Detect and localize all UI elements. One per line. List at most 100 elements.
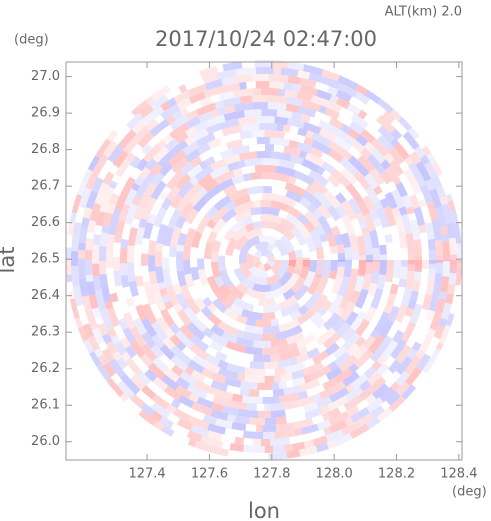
radar-cell <box>394 214 406 233</box>
radar-cell <box>198 160 209 170</box>
radar-cell <box>187 182 203 198</box>
radar-cell <box>207 303 217 313</box>
radar-cell <box>299 150 308 159</box>
radar-cell <box>409 219 420 233</box>
radar-cell <box>413 268 422 282</box>
radar-cell <box>159 162 173 177</box>
radar-cell <box>374 323 384 333</box>
radar-cell <box>206 231 218 244</box>
radar-cell <box>270 318 280 327</box>
radar-cell <box>379 386 396 403</box>
radar-cell <box>326 232 337 248</box>
radar-cell <box>202 73 218 84</box>
radar-cell <box>332 345 348 359</box>
radar-cell <box>221 76 235 86</box>
radar-cell <box>222 297 234 309</box>
radar-cell <box>449 254 458 274</box>
radar-cell <box>152 356 168 373</box>
radar-cell <box>269 280 283 292</box>
radar-cell <box>377 134 394 152</box>
radar-cell <box>145 196 157 210</box>
radar-cell <box>385 266 394 283</box>
radar-cell <box>429 310 443 331</box>
radar-cell <box>355 211 365 222</box>
radar-cell <box>322 337 336 349</box>
radar-cell <box>232 226 248 242</box>
radar-cell <box>310 95 331 108</box>
radar-cell <box>405 270 415 289</box>
radar-cell <box>245 288 266 300</box>
radar-cell <box>200 306 214 319</box>
radar-cell <box>254 261 262 269</box>
radar-cell <box>340 301 356 322</box>
radar-cell <box>295 333 316 349</box>
radar-cell <box>401 384 418 401</box>
radar-cell <box>113 270 123 287</box>
radar-cell <box>155 266 165 284</box>
radar-cell <box>136 158 149 172</box>
radar-cell <box>99 309 114 331</box>
radar-cell <box>120 373 133 387</box>
radar-cell <box>431 175 443 189</box>
radar-cell <box>390 339 407 360</box>
radar-cell <box>261 333 277 342</box>
radar-cell <box>316 396 333 409</box>
radar-cell <box>94 348 104 358</box>
radar-cell <box>102 348 115 363</box>
radar-cell <box>258 235 278 245</box>
radar-cell <box>407 260 416 272</box>
radar-cell <box>165 403 177 415</box>
radar-cell <box>319 233 329 243</box>
radar-cell <box>141 385 157 400</box>
radar-cell <box>412 230 421 241</box>
radar-cell <box>298 77 317 89</box>
radar-cell <box>365 260 374 275</box>
radar-cell <box>165 170 184 190</box>
radar-cell <box>186 430 203 443</box>
radar-cell <box>295 221 312 239</box>
radar-cell <box>119 336 131 349</box>
radar-cell <box>424 328 436 343</box>
radar-cell <box>255 81 270 89</box>
radar-cell <box>236 329 245 339</box>
radar-cell <box>435 185 447 199</box>
radar-cell <box>267 255 276 261</box>
radar-cell <box>248 417 266 426</box>
radar-cell <box>225 340 246 353</box>
radar-cell <box>261 221 276 230</box>
radar-cell <box>332 135 352 152</box>
radar-cell <box>129 155 142 169</box>
radar-cell <box>358 255 367 275</box>
radar-cell <box>325 429 344 443</box>
radar-cell <box>268 74 289 83</box>
radar-cell <box>370 138 389 157</box>
y-tick-label: 26.8 <box>31 142 60 157</box>
radar-cell <box>87 219 97 233</box>
radar-cell <box>441 203 454 224</box>
radar-cell <box>286 449 301 459</box>
y-tick-label: 27.0 <box>31 69 60 84</box>
radar-cell <box>89 202 101 222</box>
radar-cell <box>223 153 241 166</box>
radar-cell <box>159 416 174 429</box>
radar-cell <box>303 220 316 233</box>
radar-cell <box>253 200 261 208</box>
radar-cell <box>213 195 232 211</box>
radar-cell <box>316 166 326 176</box>
radar-cell <box>334 351 351 367</box>
radar-cell <box>214 275 225 288</box>
radar-cell <box>254 242 270 251</box>
radar-cell <box>341 326 356 342</box>
radar-cell <box>318 120 339 135</box>
radar-cell <box>217 359 229 370</box>
radar-cell <box>401 287 413 306</box>
radar-cell <box>86 281 96 296</box>
radar-cell <box>401 194 413 209</box>
radar-cell <box>304 152 326 168</box>
radar-cell <box>140 206 152 221</box>
radar-cell <box>296 309 315 325</box>
radar-cell <box>108 180 118 190</box>
radar-cell <box>231 422 247 431</box>
radar-cell <box>227 161 239 172</box>
radar-cell <box>107 144 124 164</box>
